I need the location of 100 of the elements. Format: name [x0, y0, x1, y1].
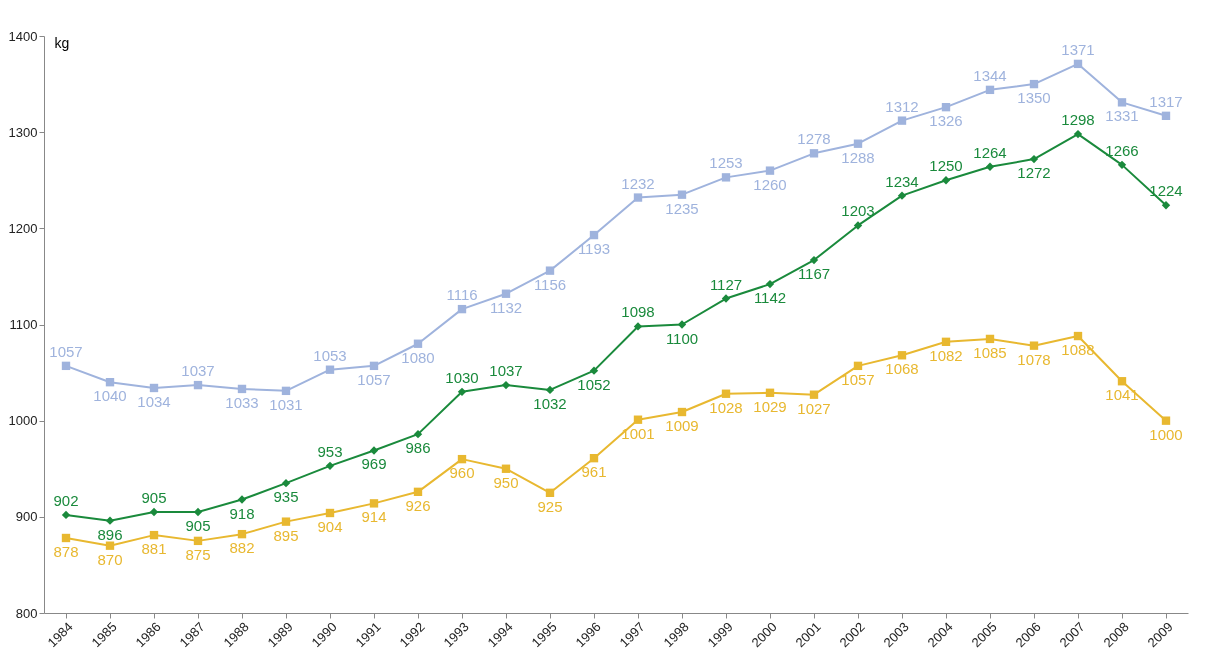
point	[1161, 201, 1171, 210]
point	[457, 454, 467, 464]
data-label: 1068	[885, 360, 919, 378]
data-label: 1156	[533, 275, 567, 293]
data-label: 935	[273, 488, 299, 506]
data-label: 1080	[401, 348, 435, 366]
point	[985, 85, 995, 95]
data-label: 1057	[841, 370, 875, 388]
data-label: 1317	[1149, 92, 1183, 110]
data-label: 1193	[577, 240, 611, 258]
point	[589, 230, 599, 240]
y-tick-label: 900	[15, 509, 38, 525]
point	[1161, 111, 1171, 120]
data-label: 1030	[445, 368, 479, 386]
point	[1117, 160, 1127, 170]
data-label: 1052	[577, 375, 611, 393]
data-label: 1234	[885, 172, 919, 190]
point	[369, 446, 379, 455]
point	[281, 517, 291, 526]
point	[545, 488, 555, 497]
point	[61, 533, 71, 543]
point	[413, 487, 423, 497]
data-label: 1232	[621, 174, 655, 192]
point	[765, 166, 775, 175]
data-label: 1037	[489, 362, 523, 380]
data-label: 1032	[533, 394, 567, 412]
data-label: 918	[229, 504, 255, 522]
point	[809, 149, 819, 158]
point	[1073, 331, 1083, 341]
data-label: 1034	[137, 392, 171, 410]
point	[633, 322, 643, 331]
point	[501, 464, 511, 473]
data-label: 1082	[929, 346, 963, 364]
data-label: 882	[229, 539, 255, 557]
data-label: 986	[405, 439, 431, 457]
point	[105, 378, 115, 387]
point	[545, 385, 555, 395]
point	[281, 386, 291, 396]
data-label: 1029	[753, 397, 787, 415]
point	[677, 320, 687, 329]
data-label: 953	[317, 442, 343, 460]
point	[1073, 129, 1083, 139]
data-label: 1132	[489, 298, 523, 316]
point	[1029, 341, 1039, 350]
data-label: 875	[185, 545, 211, 563]
data-label: 1253	[709, 154, 743, 172]
point	[237, 529, 247, 539]
point	[457, 387, 467, 396]
point	[809, 390, 819, 399]
y-tick-label: 1300	[8, 124, 38, 140]
point	[853, 361, 863, 371]
point	[853, 139, 863, 148]
point	[501, 289, 511, 298]
data-label: 1078	[1017, 350, 1051, 368]
data-label: 878	[53, 542, 79, 560]
data-label: 1272	[1017, 164, 1051, 182]
data-label: 1350	[1017, 89, 1051, 107]
data-label: 1288	[841, 148, 875, 166]
data-label: 925	[537, 497, 563, 515]
y-tick-label: 1400	[8, 28, 38, 44]
point	[589, 366, 599, 375]
point	[545, 266, 555, 275]
point	[193, 536, 203, 546]
data-label: 1057	[49, 342, 83, 360]
data-label: 1250	[929, 157, 963, 175]
point	[1029, 154, 1039, 164]
data-label: 1298	[1061, 111, 1095, 129]
data-label: 1001	[621, 424, 655, 442]
data-label: 926	[405, 496, 431, 514]
data-label: 1224	[1149, 182, 1183, 200]
y-tick-label: 1100	[9, 317, 38, 332]
data-label: 1371	[1061, 40, 1095, 58]
point	[105, 516, 115, 525]
data-label: 1167	[797, 265, 831, 283]
data-label: 1031	[269, 395, 303, 413]
data-label: 905	[141, 489, 167, 507]
y-tick-label: 1200	[8, 220, 38, 236]
data-label: 1037	[181, 362, 215, 380]
point	[105, 541, 115, 550]
y-tick-label: 1000	[8, 413, 38, 429]
data-label: 1260	[753, 175, 787, 193]
point	[853, 221, 863, 230]
point	[633, 193, 643, 202]
point	[677, 190, 687, 199]
point	[941, 176, 951, 185]
data-label: 1053	[313, 346, 347, 364]
point	[897, 116, 907, 125]
point	[325, 461, 335, 471]
data-label: 1033	[225, 393, 259, 411]
y-tick-label: 800	[15, 605, 38, 621]
data-label: 1278	[797, 130, 831, 148]
point	[1161, 416, 1171, 425]
point	[721, 389, 731, 398]
point	[149, 383, 159, 393]
data-label: 870	[97, 550, 123, 568]
data-label: 904	[317, 517, 343, 535]
data-label: 1027	[797, 399, 831, 417]
point	[1117, 377, 1127, 386]
data-label: 969	[361, 455, 387, 473]
point	[61, 361, 71, 371]
